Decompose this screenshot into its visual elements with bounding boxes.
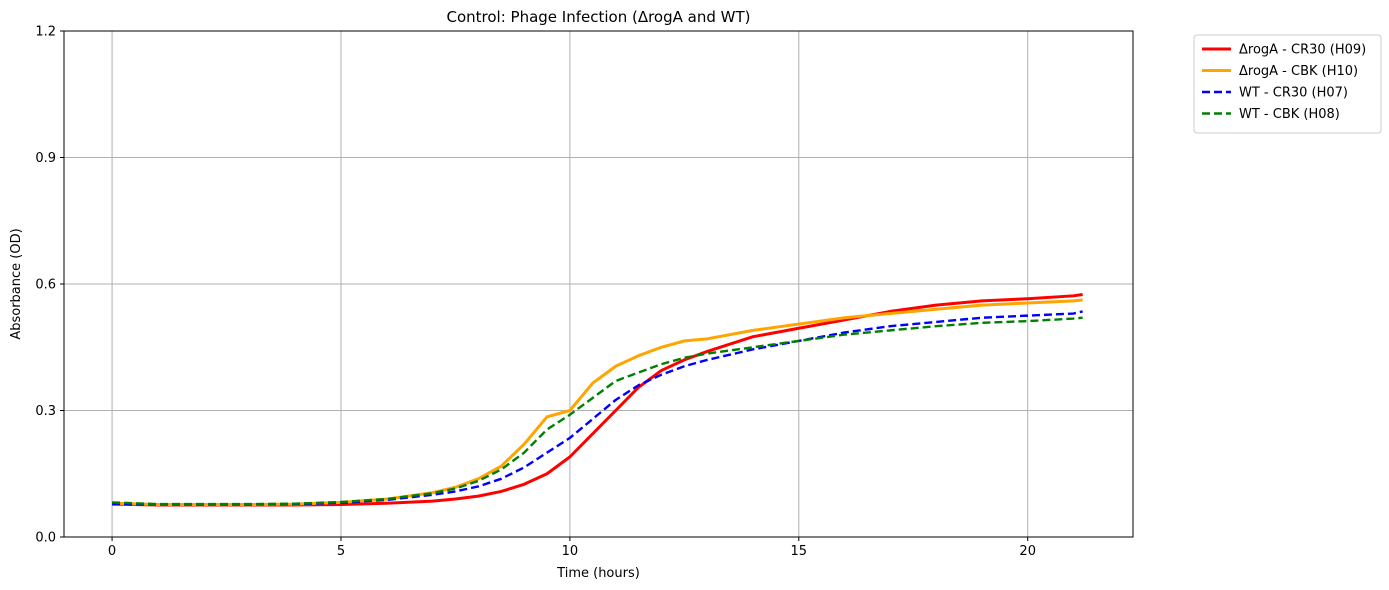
y-axis-label: Absorbance (OD): [9, 228, 24, 339]
y-tick-label: 1.2: [35, 25, 56, 40]
legend-label: ΔrogA - CR30 (H09): [1239, 43, 1366, 58]
series-line-1: [112, 293, 1083, 507]
legend-label: WT - CBK (H08): [1239, 107, 1340, 122]
legend-box: [1193, 34, 1382, 134]
legend: ΔrogA - CR30 (H09) ΔrogA - CBK (H10) WT - …: [1193, 34, 1382, 134]
x-axis-label: Time (hours): [556, 566, 640, 581]
x-tick-label: 0: [108, 544, 116, 559]
y-tick-label: 0.3: [35, 404, 56, 419]
series-line-3: [112, 310, 1083, 506]
y-tick-label: 0.6: [35, 278, 56, 293]
series-line-2: [112, 298, 1083, 507]
chart-title: Control: Phage Infection (ΔrogA and WT): [446, 8, 750, 26]
legend-label: ΔrogA - CBK (H10): [1239, 64, 1358, 79]
series-line-4: [112, 316, 1083, 506]
x-tick-label: 15: [791, 544, 808, 559]
y-axis-ticks: 0.0 0.3 0.6 0.9 1.2: [35, 25, 64, 546]
y-tick-label: 0.9: [35, 151, 56, 166]
series-lines: [112, 293, 1083, 507]
legend-label: WT - CR30 (H07): [1239, 86, 1348, 101]
x-tick-label: 20: [1019, 544, 1036, 559]
x-tick-label: 10: [562, 544, 579, 559]
x-tick-label: 5: [337, 544, 345, 559]
y-tick-label: 0.0: [35, 531, 56, 546]
grid-lines: [64, 30, 1133, 538]
x-axis-ticks: 0 5 10 15 20: [108, 537, 1036, 559]
